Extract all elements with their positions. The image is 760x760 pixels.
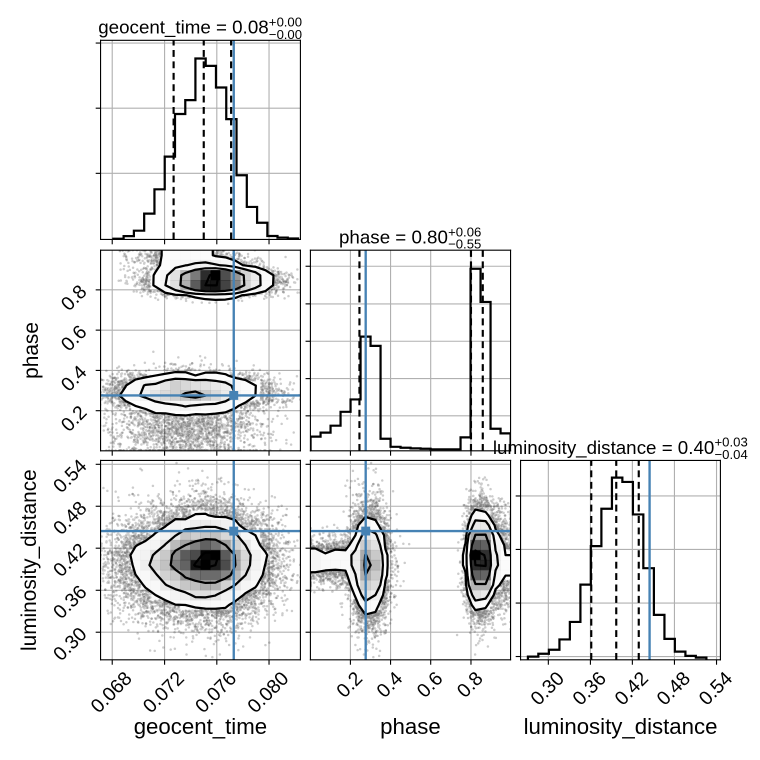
- svg-text:luminosity_distance: luminosity_distance: [524, 714, 718, 739]
- svg-text:phase: phase: [380, 714, 441, 739]
- svg-text:l u m i n o s i t y _ d i s t: l u m i n o s i t y _ d i s t a n c e = …: [493, 427, 754, 464]
- svg-text:p h a s e = 0 . 8 0 + − 0: p h a s e = 0 . 8 0 + − 0 0 . . 0 5 6 5: [339, 216, 487, 253]
- svg-text:geocent_time: geocent_time: [134, 714, 267, 739]
- svg-text:phase: phase: [20, 322, 43, 379]
- svg-text:g e o c e n t _ t i m e =: g e o c e n t _ t i m e = 0 . 0 8 + − 0 …: [98, 6, 308, 43]
- svg-text:luminosity_distance: luminosity_distance: [18, 469, 41, 651]
